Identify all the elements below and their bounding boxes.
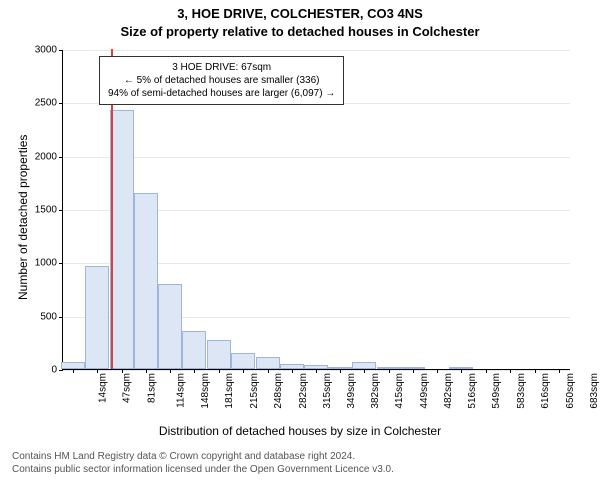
x-tick-mark [340,369,341,373]
footer-line2: Contains public sector information licen… [12,463,600,476]
y-tick-label: 2000 [35,151,63,162]
x-tick-mark [194,369,195,373]
histogram-bar [231,353,255,369]
x-tick-mark [146,369,147,373]
y-axis-label: Number of detached properties [16,135,30,300]
x-tick-mark [486,369,487,373]
x-tick-mark [122,369,123,373]
histogram-bar [182,331,206,369]
histogram-bar [256,357,280,369]
annotation-line1: 3 HOE DRIVE: 67sqm [108,61,335,74]
annotation-box: 3 HOE DRIVE: 67sqm ← 5% of detached hous… [99,56,344,105]
x-tick-mark [316,369,317,373]
plot-area: 05001000150020002500300014sqm47sqm81sqm1… [62,50,570,370]
histogram-bar [158,284,182,369]
x-tick-label: 683sqm [589,373,600,409]
y-tick-label: 1500 [35,205,63,216]
y-tick-label: 500 [40,311,63,322]
x-tick-mark [364,369,365,373]
histogram-bar [207,340,231,369]
x-tick-mark [219,369,220,373]
histogram-bar [134,193,158,369]
x-tick-label: 415sqm [394,373,405,409]
histogram-chart: 3, HOE DRIVE, COLCHESTER, CO3 4NS Size o… [0,0,600,500]
histogram-bar [85,266,109,369]
x-tick-label: 382sqm [370,373,381,409]
histogram-bar [61,362,85,369]
y-tick-label: 3000 [35,45,63,56]
x-tick-mark [535,369,536,373]
x-tick-label: 215sqm [249,373,260,409]
x-tick-mark [97,369,98,373]
x-tick-label: 516sqm [468,373,479,409]
x-tick-label: 148sqm [200,373,211,409]
x-tick-mark [461,369,462,373]
x-tick-label: 482sqm [443,373,454,409]
x-tick-label: 114sqm [175,373,186,408]
y-tick-label: 1000 [35,258,63,269]
histogram-bar [352,362,376,369]
x-tick-label: 181sqm [224,373,235,409]
y-tick-label: 2500 [35,98,63,109]
x-tick-mark [73,369,74,373]
x-tick-mark [389,369,390,373]
x-tick-mark [268,369,269,373]
annotation-line3: 94% of semi-detached houses are larger (… [108,87,335,100]
x-tick-mark [170,369,171,373]
x-tick-mark [292,369,293,373]
x-tick-mark [437,369,438,373]
x-tick-label: 349sqm [346,373,357,409]
histogram-bar [110,110,134,369]
x-tick-label: 248sqm [273,373,284,409]
x-tick-mark [559,369,560,373]
footer-line1: Contains HM Land Registry data © Crown c… [12,450,600,463]
footer-attribution: Contains HM Land Registry data © Crown c… [0,450,600,476]
x-tick-label: 47sqm [122,373,133,403]
x-tick-label: 81sqm [146,373,157,403]
gridline [63,50,570,51]
x-tick-mark [413,369,414,373]
annotation-line2: ← 5% of detached houses are smaller (336… [108,74,335,87]
chart-title-line1: 3, HOE DRIVE, COLCHESTER, CO3 4NS [0,6,600,21]
x-tick-mark [243,369,244,373]
x-tick-label: 14sqm [98,373,109,403]
x-tick-label: 315sqm [322,373,333,409]
x-tick-label: 282sqm [298,373,309,409]
x-tick-mark [510,369,511,373]
x-tick-label: 616sqm [540,373,551,409]
x-tick-label: 583sqm [516,373,527,409]
x-tick-label: 650sqm [565,373,576,409]
chart-title-line2: Size of property relative to detached ho… [0,24,600,39]
x-tick-label: 449sqm [419,373,430,409]
gridline [63,157,570,158]
x-tick-label: 549sqm [491,373,502,409]
x-axis-label: Distribution of detached houses by size … [0,424,600,438]
